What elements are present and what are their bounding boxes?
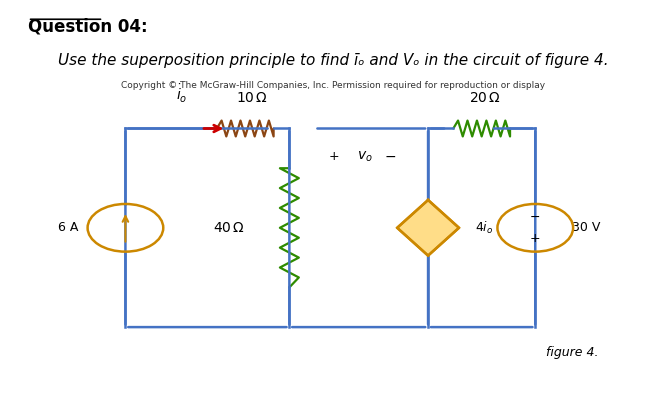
Text: +: + xyxy=(328,150,339,163)
Text: $v_o$: $v_o$ xyxy=(357,149,373,164)
Text: $-$: $-$ xyxy=(384,149,396,163)
Text: $40\,\Omega$: $40\,\Omega$ xyxy=(213,221,245,235)
Text: 30 V: 30 V xyxy=(572,221,600,234)
Text: figure 4.: figure 4. xyxy=(546,346,598,359)
Text: $20\,\Omega$: $20\,\Omega$ xyxy=(469,91,501,105)
Text: Copyright © The McGraw-Hill Companies, Inc. Permission required for reproduction: Copyright © The McGraw-Hill Companies, I… xyxy=(121,81,546,90)
Text: $4i_o$: $4i_o$ xyxy=(476,220,494,236)
Text: Use the superposition principle to find īₒ and Vₒ in the circuit of figure 4.: Use the superposition principle to find … xyxy=(58,53,609,68)
Text: −: − xyxy=(530,210,540,224)
Text: +: + xyxy=(530,232,540,245)
Text: $10\,\Omega$: $10\,\Omega$ xyxy=(235,91,267,105)
Text: $\dot{i}_o$: $\dot{i}_o$ xyxy=(176,82,188,105)
Text: Question 04:: Question 04: xyxy=(28,17,147,35)
Polygon shape xyxy=(397,200,459,256)
Text: 6 A: 6 A xyxy=(59,221,79,234)
